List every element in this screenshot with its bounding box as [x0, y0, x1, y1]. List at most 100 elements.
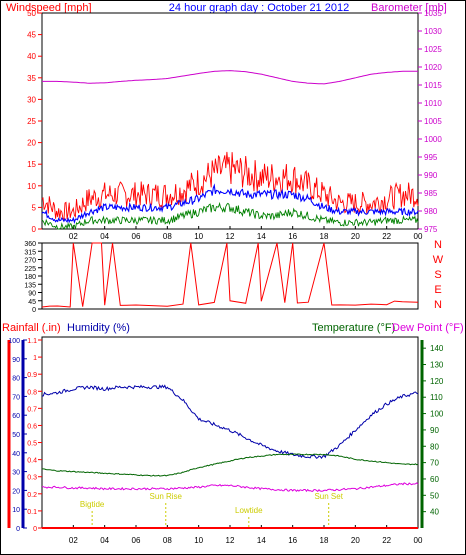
rainfall-tick-label: 0.4	[27, 458, 37, 465]
humidity-line	[41, 384, 419, 459]
rainfall-tick-label: 0.6	[27, 423, 37, 430]
wind-direction-line	[41, 242, 419, 308]
rainfall-tick-label: 0.5	[27, 441, 37, 448]
dewpoint-line	[41, 482, 419, 493]
direction-tick-label: 45	[28, 299, 36, 306]
rainfall-tick-label: 0.7	[27, 406, 37, 413]
humidity-tick-label: 50	[12, 432, 20, 439]
barometer-tick-label: 1015	[424, 81, 442, 90]
rainfall-tick-label: 1	[33, 355, 37, 362]
temperature-tick-label: 90	[430, 426, 439, 435]
barometer-tick-label: 995	[424, 153, 438, 162]
time-tick-label: 16	[288, 232, 297, 241]
time-tick-label: 22	[382, 232, 391, 241]
time-tick-label: 18	[320, 232, 329, 241]
direction-tick-label: 135	[24, 282, 36, 289]
windspeed-tick-label: 20	[27, 139, 36, 148]
direction-tick-label: 0	[32, 307, 36, 314]
rainfall-tick-label: 0.2	[27, 492, 37, 499]
temperature-tick-label: 120	[430, 377, 444, 386]
humidity-tick-label: 70	[12, 394, 20, 401]
graph-title: 24 hour graph day : October 21 2012	[169, 2, 349, 14]
time-tick-label: 14	[257, 536, 266, 545]
rainfall-tick-label: 0.3	[27, 475, 37, 482]
windspeed-tick-label: 5	[32, 203, 37, 212]
wind-low-line	[41, 201, 419, 230]
barometer-line	[42, 70, 418, 85]
rainfall-tick-label: 0.1	[27, 509, 37, 516]
windspeed-tick-label: 40	[27, 52, 36, 61]
climate-series-group	[41, 384, 419, 529]
compass-label: N	[434, 239, 442, 251]
barometer-tick-label: 990	[424, 171, 438, 180]
time-tick-label: 12	[226, 536, 235, 545]
humidity-tick-label: 10	[12, 507, 20, 514]
rainfall-tick-label: 0	[33, 526, 37, 533]
barometer-tick-label: 1035	[424, 9, 442, 18]
humidity-tick-label: 30	[12, 470, 20, 477]
time-tick-label: 20	[351, 536, 360, 545]
windspeed-axis: 0 5 10 15 20 25 30 35 40 45 50	[27, 9, 42, 234]
direction-tick-label: 315	[24, 249, 36, 256]
event-label: Bigtide	[80, 500, 105, 509]
barometer-axis-title: Barometer [mb]	[371, 2, 447, 14]
humidity-tick-label: 0	[16, 526, 20, 533]
time-tick-label: 06	[132, 232, 141, 241]
compass-label: S	[434, 269, 441, 281]
direction-tick-label: 225	[24, 266, 36, 273]
temperature-axis-title: Temperature (°F)	[312, 322, 395, 334]
compass-label: W	[433, 254, 444, 266]
barometer-tick-label: 1020	[424, 63, 442, 72]
windspeed-tick-label: 0	[32, 225, 37, 234]
time-tick-label: 22	[382, 536, 391, 545]
temperature-tick-label: 130	[430, 361, 444, 370]
windspeed-tick-label: 30	[27, 95, 36, 104]
barometer-axis: 975 980 985 990 995 1000 1005 1010 1015 1020 1025 1…	[418, 9, 442, 234]
direction-tick-label: 270	[24, 258, 36, 265]
climate-time-axis: 02 04 06 08 10 12 14 16 18 20 22 00	[69, 525, 423, 545]
compass-label: E	[434, 284, 441, 296]
time-tick-label: 00	[414, 232, 423, 241]
time-tick-label: 08	[163, 536, 172, 545]
time-tick-label: 00	[414, 536, 423, 545]
windspeed-tick-label: 45	[27, 31, 36, 40]
temperature-axis: 40 50 60 70 80 90 100 110 120 130 140	[422, 344, 444, 517]
direction-tick-label: 90	[28, 291, 36, 298]
rainfall-axis-title: Rainfall (.in)	[2, 322, 61, 334]
humidity-tick-label: 100	[8, 338, 20, 345]
rainfall-tick-label: 1.1	[27, 338, 37, 345]
time-tick-label: 10	[194, 536, 203, 545]
windspeed-tick-label: 25	[27, 117, 36, 126]
temperature-tick-label: 40	[430, 508, 439, 517]
time-tick-label: 06	[132, 536, 141, 545]
wind-gust-line	[41, 151, 419, 221]
barometer-tick-label: 1000	[424, 135, 442, 144]
temperature-tick-label: 60	[430, 475, 439, 484]
temperature-tick-label: 100	[430, 410, 444, 419]
wind-time-axis: 02 04 06 08 10 12 14 16 18 20 22 00	[69, 226, 423, 241]
barometer-tick-label: 1030	[424, 27, 442, 36]
temperature-line	[42, 453, 419, 477]
humidity-axis: 0 10 20 30 40 50 60 70 80 90 100	[8, 338, 27, 533]
temperature-tick-label: 110	[430, 393, 443, 402]
event-label: Sun Set	[314, 492, 343, 501]
dewpoint-axis-title: Dew Point (°F)	[392, 322, 464, 334]
rainfall-tick-label: 0.9	[27, 372, 37, 379]
barometer-tick-label: 1025	[424, 45, 442, 54]
direction-tick-label: 180	[24, 274, 36, 281]
direction-series-group	[41, 242, 419, 308]
barometer-tick-label: 980	[424, 207, 438, 216]
time-tick-label: 02	[69, 232, 78, 241]
compass-label: N	[434, 299, 442, 311]
time-tick-label: 04	[100, 536, 109, 545]
direction-tick-label: 360	[24, 241, 36, 248]
event-label: Lowtide	[235, 506, 263, 515]
time-tick-label: 08	[163, 232, 172, 241]
barometer-tick-label: 985	[424, 189, 438, 198]
barometer-tick-label: 975	[424, 225, 438, 234]
windspeed-axis-title: Windspeed [mph]	[6, 2, 92, 14]
